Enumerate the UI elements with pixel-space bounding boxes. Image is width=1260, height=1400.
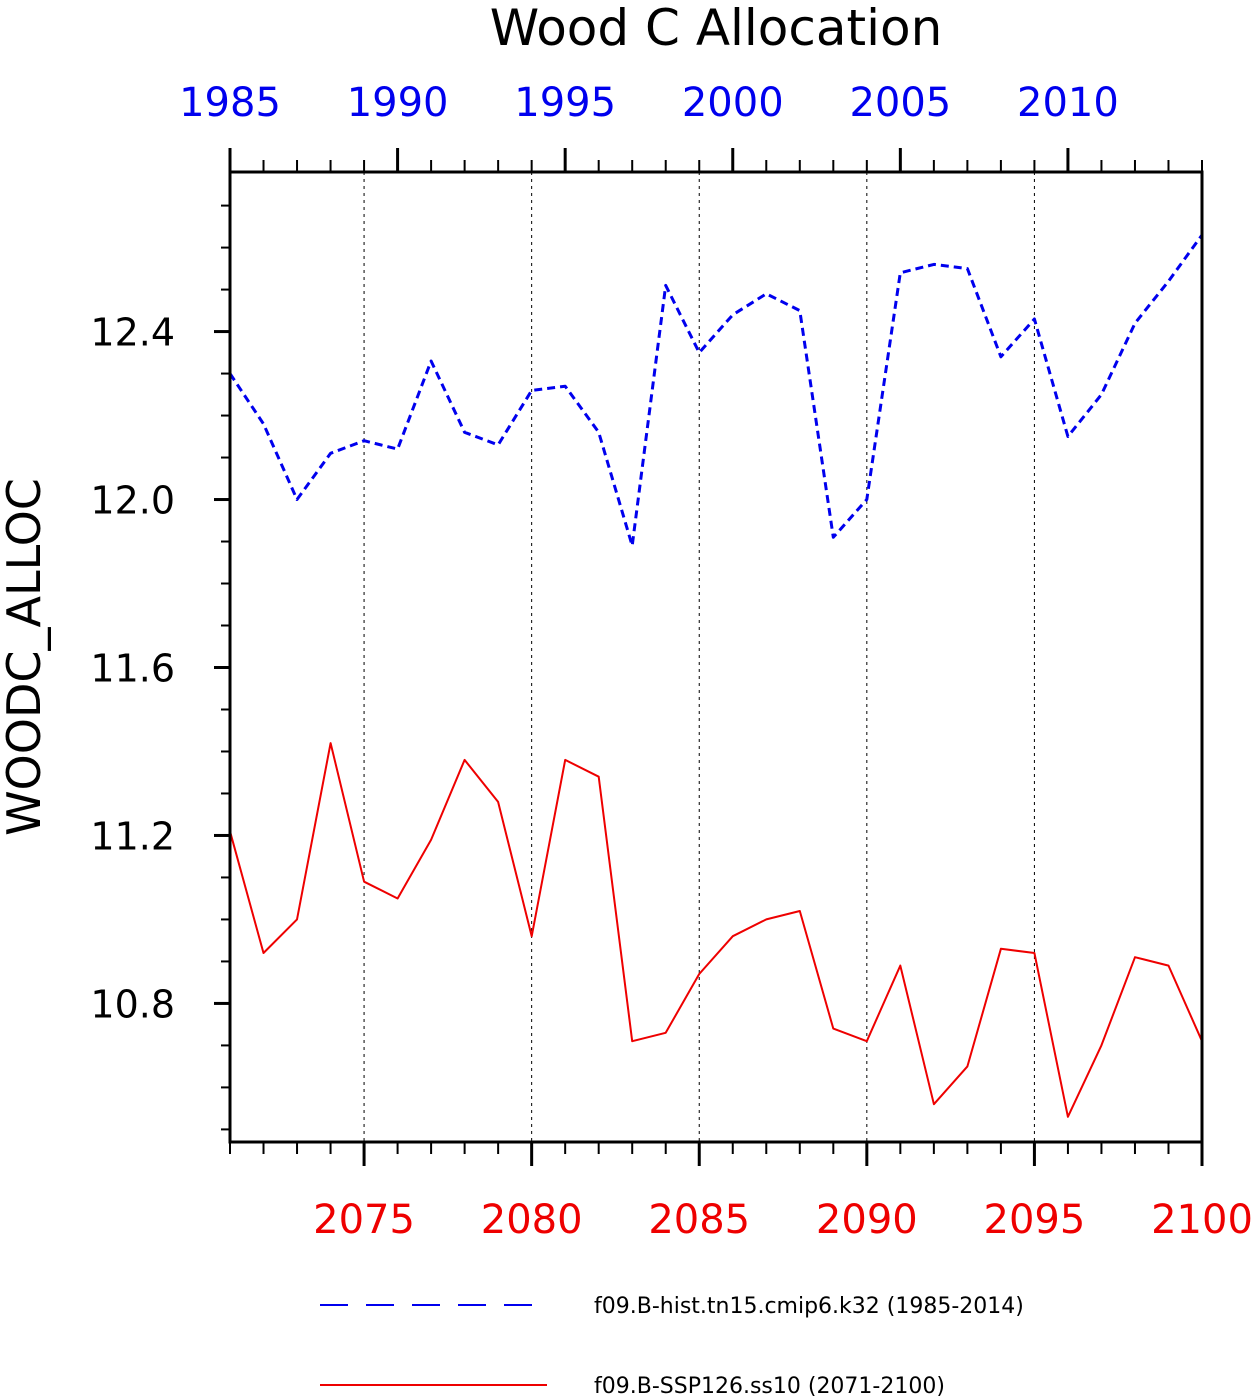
axis-ticks xyxy=(214,148,1204,1166)
series-line-1 xyxy=(229,742,1203,1118)
top-x-tick-label: 1990 xyxy=(347,80,449,126)
y-tick-label: 11.2 xyxy=(90,814,175,858)
y-tick-label: 10.8 xyxy=(90,982,175,1026)
bottom-x-tick-label: 2075 xyxy=(313,1197,415,1243)
axis-tick-labels: 10.8 11.2 11.6 12.0 12.4 1985 1990 1995 2000 2005… xyxy=(90,80,1253,1243)
series-layer xyxy=(228,234,1204,1118)
bottom-x-tick-label: 2085 xyxy=(648,1197,750,1243)
y-axis-label: WOODC_ALLOC xyxy=(0,478,51,836)
top-x-tick-label: 1995 xyxy=(514,80,616,126)
bottom-x-tick-label: 2095 xyxy=(984,1197,1086,1243)
legend: f09.B-hist.tn15.cmip6.k32 (1985-2014) f0… xyxy=(320,1294,1024,1399)
top-x-tick-label: 2000 xyxy=(682,80,784,126)
bottom-x-tick-label: 2090 xyxy=(816,1197,918,1243)
legend-label-ssp: f09.B-SSP126.ss10 (2071-2100) xyxy=(594,1374,945,1399)
legend-label-hist: f09.B-hist.tn15.cmip6.k32 (1985-2014) xyxy=(594,1294,1024,1319)
series-line-0 xyxy=(228,234,1204,548)
top-x-tick-label: 2005 xyxy=(849,80,951,126)
y-tick-label: 12.0 xyxy=(90,479,175,523)
top-x-tick-label: 2010 xyxy=(1017,80,1119,126)
top-x-tick-label: 1985 xyxy=(179,80,281,126)
grid-lines xyxy=(363,172,1035,1142)
bottom-x-tick-label: 2100 xyxy=(1151,1197,1253,1243)
y-tick-label: 11.6 xyxy=(90,646,175,690)
chart-title: Wood C Allocation xyxy=(490,0,943,57)
y-tick-label: 12.4 xyxy=(90,311,175,355)
bottom-x-tick-label: 2080 xyxy=(481,1197,583,1243)
plot-frame xyxy=(228,170,1204,1144)
